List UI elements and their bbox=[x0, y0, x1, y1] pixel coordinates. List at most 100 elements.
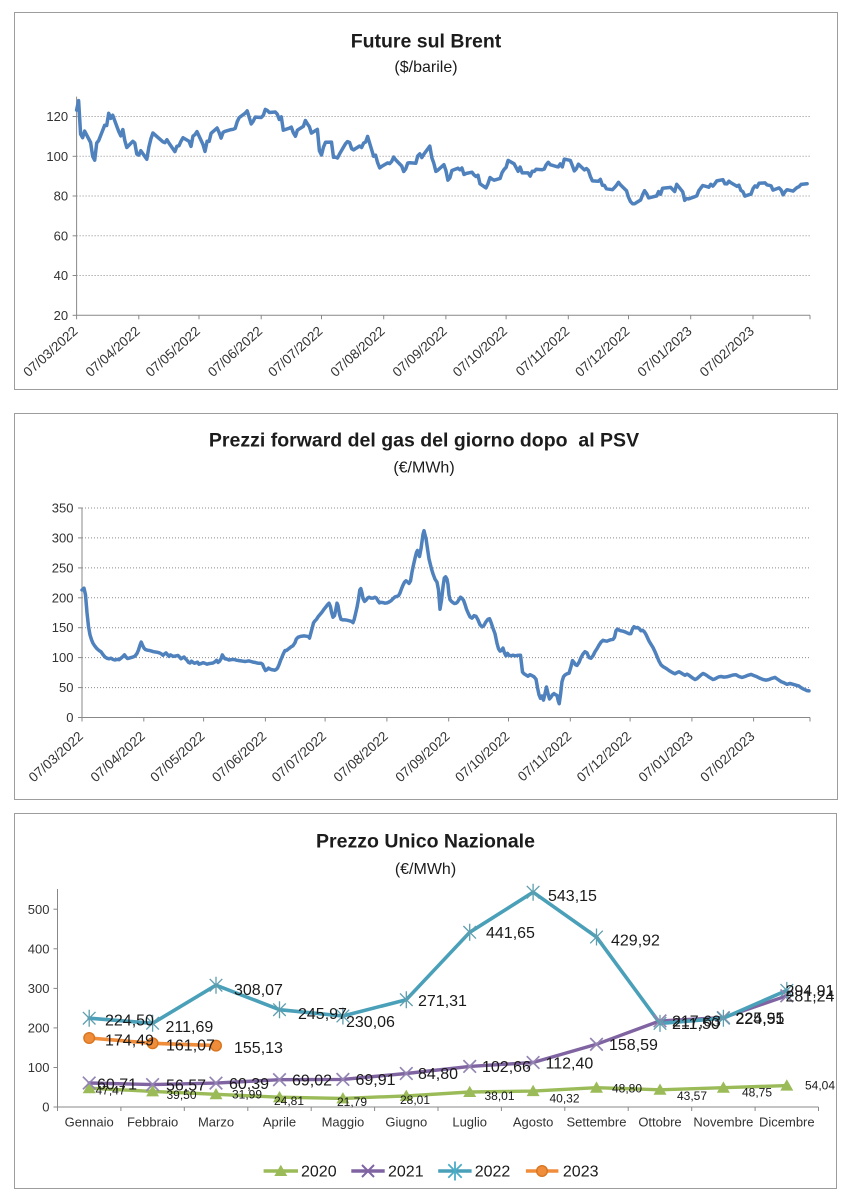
svg-text:2023: 2023 bbox=[563, 1164, 599, 1181]
svg-text:Novembre: Novembre bbox=[693, 1115, 753, 1130]
svg-text:0: 0 bbox=[42, 1100, 49, 1115]
svg-text:0: 0 bbox=[66, 710, 73, 725]
svg-text:07/08/2022: 07/08/2022 bbox=[331, 729, 391, 785]
svg-text:2021: 2021 bbox=[388, 1164, 424, 1181]
svg-text:174,49: 174,49 bbox=[105, 1032, 154, 1049]
svg-text:38,01: 38,01 bbox=[485, 1089, 515, 1103]
svg-text:69,91: 69,91 bbox=[356, 1072, 396, 1089]
svg-text:Prezzo Unico Nazionale: Prezzo Unico Nazionale bbox=[316, 831, 535, 853]
svg-text:Settembre: Settembre bbox=[567, 1115, 627, 1130]
svg-text:230,06: 230,06 bbox=[346, 1014, 395, 1031]
svg-text:39,50: 39,50 bbox=[167, 1088, 197, 1102]
svg-text:543,15: 543,15 bbox=[548, 888, 597, 905]
svg-text:60: 60 bbox=[54, 228, 68, 243]
svg-text:400: 400 bbox=[28, 941, 50, 956]
svg-text:48,80: 48,80 bbox=[612, 1081, 642, 1095]
svg-text:07/04/2022: 07/04/2022 bbox=[83, 323, 143, 379]
svg-text:Prezzi forward del gas del gio: Prezzi forward del gas del giorno dopo a… bbox=[209, 430, 639, 452]
svg-text:308,07: 308,07 bbox=[234, 982, 283, 999]
svg-text:100: 100 bbox=[28, 1060, 50, 1075]
svg-text:40,32: 40,32 bbox=[550, 1091, 580, 1105]
svg-text:80: 80 bbox=[54, 189, 68, 204]
svg-text:294,91: 294,91 bbox=[786, 983, 835, 1000]
svg-text:40: 40 bbox=[54, 268, 68, 283]
svg-text:07/10/2022: 07/10/2022 bbox=[452, 729, 512, 785]
svg-text:300: 300 bbox=[52, 530, 74, 545]
svg-text:07/03/2022: 07/03/2022 bbox=[26, 729, 86, 785]
svg-text:07/04/2022: 07/04/2022 bbox=[88, 729, 148, 785]
svg-text:Maggio: Maggio bbox=[322, 1115, 365, 1130]
svg-text:250: 250 bbox=[52, 560, 74, 575]
svg-text:Dicembre: Dicembre bbox=[759, 1115, 815, 1130]
svg-text:56,57: 56,57 bbox=[166, 1077, 206, 1094]
svg-text:07/05/2022: 07/05/2022 bbox=[147, 729, 207, 785]
svg-text:50: 50 bbox=[59, 680, 73, 695]
svg-text:Future sul Brent: Future sul Brent bbox=[351, 31, 502, 53]
svg-text:500: 500 bbox=[28, 902, 50, 917]
svg-text:211,50: 211,50 bbox=[672, 1016, 720, 1033]
svg-text:200: 200 bbox=[28, 1020, 50, 1035]
svg-text:07/02/2023: 07/02/2023 bbox=[697, 323, 757, 379]
svg-text:47,47: 47,47 bbox=[96, 1084, 126, 1098]
svg-text:21,79: 21,79 bbox=[337, 1095, 367, 1109]
svg-text:2020: 2020 bbox=[301, 1164, 337, 1181]
svg-text:Ottobre: Ottobre bbox=[638, 1115, 681, 1130]
svg-text:Aprile: Aprile bbox=[263, 1115, 296, 1130]
svg-text:07/03/2022: 07/03/2022 bbox=[20, 323, 80, 379]
svg-text:Luglio: Luglio bbox=[452, 1115, 487, 1130]
svg-text:07/12/2022: 07/12/2022 bbox=[574, 729, 634, 785]
svg-text:224,50: 224,50 bbox=[105, 1013, 154, 1030]
svg-text:217,63: 217,63 bbox=[672, 1014, 721, 1031]
svg-text:Marzo: Marzo bbox=[198, 1115, 234, 1130]
svg-text:300: 300 bbox=[28, 981, 50, 996]
svg-text:07/06/2022: 07/06/2022 bbox=[209, 729, 269, 785]
svg-text:(€/MWh): (€/MWh) bbox=[395, 861, 456, 878]
svg-text:20: 20 bbox=[54, 308, 68, 323]
svg-text:07/06/2022: 07/06/2022 bbox=[205, 323, 265, 379]
svg-text:43,57: 43,57 bbox=[677, 1089, 707, 1103]
svg-text:07/01/2023: 07/01/2023 bbox=[634, 323, 694, 379]
svg-text:(€/MWh): (€/MWh) bbox=[393, 460, 454, 477]
svg-text:155,13: 155,13 bbox=[234, 1040, 283, 1057]
svg-text:2022: 2022 bbox=[475, 1164, 511, 1181]
svg-text:60,39: 60,39 bbox=[229, 1076, 269, 1093]
svg-text:102,66: 102,66 bbox=[482, 1059, 531, 1076]
svg-text:07/07/2022: 07/07/2022 bbox=[269, 729, 329, 785]
svg-text:07/01/2023: 07/01/2023 bbox=[636, 729, 696, 785]
svg-text:100: 100 bbox=[46, 149, 68, 164]
svg-text:100: 100 bbox=[52, 650, 74, 665]
svg-text:54,04: 54,04 bbox=[805, 1078, 835, 1092]
svg-text:07/02/2023: 07/02/2023 bbox=[697, 729, 757, 785]
svg-text:Gennaio: Gennaio bbox=[65, 1115, 114, 1130]
svg-text:($/barile): ($/barile) bbox=[394, 59, 457, 76]
svg-text:84,80: 84,80 bbox=[418, 1066, 458, 1083]
svg-text:120: 120 bbox=[46, 109, 68, 124]
svg-text:211,69: 211,69 bbox=[166, 1019, 214, 1036]
svg-text:07/07/2022: 07/07/2022 bbox=[265, 323, 325, 379]
svg-text:Giugno: Giugno bbox=[385, 1115, 427, 1130]
svg-text:07/10/2022: 07/10/2022 bbox=[450, 323, 510, 379]
svg-text:07/09/2022: 07/09/2022 bbox=[392, 729, 452, 785]
svg-text:224,51: 224,51 bbox=[736, 1011, 785, 1028]
svg-text:441,65: 441,65 bbox=[486, 925, 535, 942]
svg-text:Agosto: Agosto bbox=[513, 1115, 553, 1130]
svg-text:429,92: 429,92 bbox=[611, 932, 660, 949]
svg-text:07/12/2022: 07/12/2022 bbox=[572, 323, 632, 379]
svg-text:161,07: 161,07 bbox=[166, 1037, 215, 1054]
svg-text:281,24: 281,24 bbox=[786, 988, 835, 1005]
svg-text:200: 200 bbox=[52, 590, 74, 605]
svg-text:69,02: 69,02 bbox=[292, 1073, 332, 1090]
svg-text:271,31: 271,31 bbox=[418, 993, 467, 1010]
svg-text:60,71: 60,71 bbox=[97, 1077, 137, 1094]
svg-text:31,99: 31,99 bbox=[232, 1088, 262, 1102]
svg-text:07/11/2022: 07/11/2022 bbox=[515, 729, 575, 785]
svg-text:28,01: 28,01 bbox=[400, 1093, 430, 1107]
svg-text:07/05/2022: 07/05/2022 bbox=[143, 323, 203, 379]
svg-text:07/09/2022: 07/09/2022 bbox=[390, 323, 450, 379]
svg-text:112,40: 112,40 bbox=[546, 1055, 594, 1072]
svg-text:245,97: 245,97 bbox=[298, 1006, 347, 1023]
svg-text:07/08/2022: 07/08/2022 bbox=[327, 323, 387, 379]
svg-text:150: 150 bbox=[52, 620, 74, 635]
svg-text:225,95: 225,95 bbox=[736, 1010, 785, 1027]
svg-text:350: 350 bbox=[52, 501, 74, 516]
